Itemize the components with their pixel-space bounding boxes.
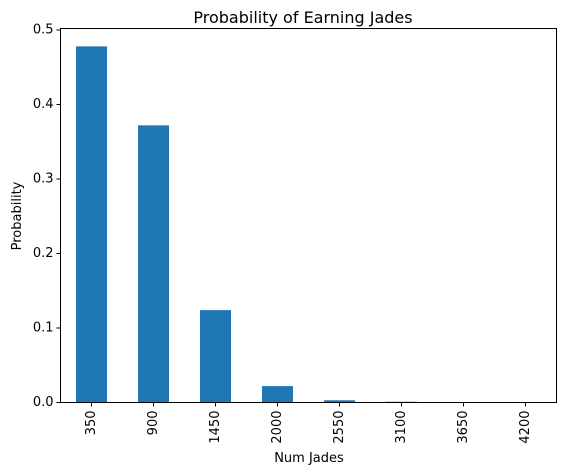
y-tick-label-0.5: 0.5 xyxy=(33,22,54,37)
bar-2000 xyxy=(262,386,293,403)
y-tick-label-0.1: 0.1 xyxy=(33,320,54,335)
bars-group xyxy=(76,46,541,403)
y-axis: 0.0 0.1 0.2 0.3 0.4 0.5 xyxy=(33,22,61,410)
x-tick-label-900: 900 xyxy=(146,411,161,436)
bar-1450 xyxy=(200,310,231,403)
x-tick-label-3650: 3650 xyxy=(456,411,471,444)
y-tick-label-0.0: 0.0 xyxy=(33,395,54,410)
chart-title: Probability of Earning Jades xyxy=(193,8,412,27)
x-axis-label: Num Jades xyxy=(274,451,344,466)
y-tick-label-0.4: 0.4 xyxy=(33,97,54,112)
y-tick-label-0.2: 0.2 xyxy=(33,246,54,261)
x-tick-label-2550: 2550 xyxy=(332,411,347,444)
y-tick-label-0.3: 0.3 xyxy=(33,171,54,186)
x-tick-label-1450: 1450 xyxy=(208,411,223,444)
plot-frame xyxy=(60,28,557,403)
x-tick-label-2000: 2000 xyxy=(270,411,285,444)
y-axis-label: Probability xyxy=(10,181,25,250)
bar-900 xyxy=(138,125,169,403)
x-axis: 350 900 1450 2000 2550 3100 3650 4200 xyxy=(84,402,533,444)
x-tick-label-3100: 3100 xyxy=(394,411,409,444)
bar-350 xyxy=(76,46,107,403)
bar-2550 xyxy=(324,400,355,403)
x-tick-label-4200: 4200 xyxy=(518,411,533,444)
x-tick-label-350: 350 xyxy=(84,411,99,436)
